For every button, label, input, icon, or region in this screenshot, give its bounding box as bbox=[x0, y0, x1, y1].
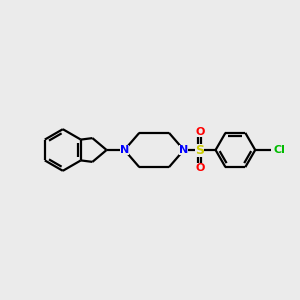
Text: O: O bbox=[195, 127, 204, 137]
Text: Cl: Cl bbox=[273, 145, 285, 155]
Text: S: S bbox=[195, 143, 204, 157]
Text: N: N bbox=[179, 145, 188, 155]
Text: N: N bbox=[120, 145, 129, 155]
Text: O: O bbox=[195, 163, 204, 173]
